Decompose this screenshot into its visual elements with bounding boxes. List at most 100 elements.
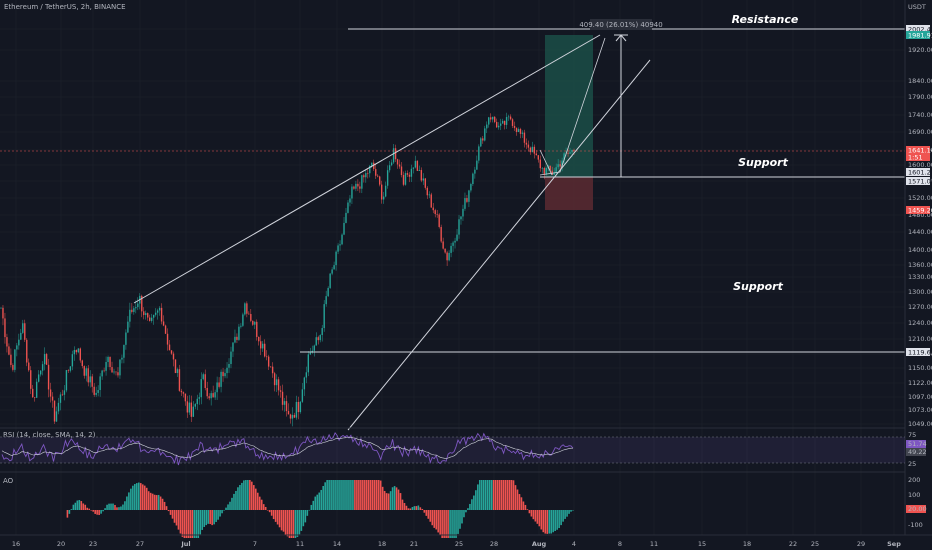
ao-bar xyxy=(179,510,182,534)
candle-body xyxy=(470,184,472,191)
support-label-upper: Support xyxy=(738,156,788,169)
candle-body xyxy=(131,309,133,312)
candle-body xyxy=(287,411,290,415)
candle-body xyxy=(339,244,341,246)
ao-bar xyxy=(526,509,529,510)
candle-body xyxy=(321,328,323,336)
candle-body xyxy=(89,376,91,383)
ao-bar xyxy=(286,510,289,537)
candle-body xyxy=(557,164,559,168)
candle-body xyxy=(501,120,504,124)
candle-body xyxy=(561,160,563,167)
ao-bar xyxy=(397,489,400,510)
candle-body xyxy=(373,162,375,170)
price-label: 1641.14 xyxy=(908,147,932,155)
ao-bar xyxy=(431,510,434,526)
candle-body xyxy=(377,175,379,177)
rsi-band xyxy=(0,437,905,463)
candle-body xyxy=(176,369,179,374)
candle-body xyxy=(497,125,500,128)
ao-bar xyxy=(203,510,206,527)
upper-trendline[interactable] xyxy=(133,34,601,304)
candle-body xyxy=(369,165,371,174)
measure-tool[interactable]: 409.40 (26.01%) 40940 xyxy=(579,19,663,178)
ao-bar xyxy=(451,510,453,538)
rsi-pane[interactable]: RSI (14, close, SMA, 14, 2) 75 25 51.74 … xyxy=(0,427,927,468)
rsi-title: RSI (14, close, SMA, 14, 2) xyxy=(3,431,96,439)
candle-body xyxy=(262,343,264,349)
ao-bar xyxy=(88,508,91,510)
price-tick: 1690.00 xyxy=(908,128,932,136)
ao-bar xyxy=(417,505,420,510)
candle-body xyxy=(210,393,212,399)
ao-bar xyxy=(475,490,477,510)
candle-body xyxy=(236,336,238,340)
ao-bar xyxy=(235,490,237,510)
candle-body xyxy=(264,343,266,357)
candle-body xyxy=(426,187,428,196)
candle-body xyxy=(476,160,478,170)
ao-bar xyxy=(183,510,186,538)
ao-bar xyxy=(175,510,178,526)
ao-bar xyxy=(241,482,243,510)
candle-body xyxy=(295,401,298,418)
ao-tick-200: 200 xyxy=(908,476,920,484)
ao-bar xyxy=(377,480,380,510)
ao-bar xyxy=(173,510,176,523)
price-label: 1459.20 xyxy=(908,207,932,215)
ao-bar xyxy=(106,504,108,510)
ao-bar xyxy=(209,510,211,525)
ao-bar xyxy=(278,510,281,528)
ao-bar xyxy=(199,510,202,535)
ao-bar xyxy=(362,480,364,510)
candle-body xyxy=(208,396,210,399)
candle-body xyxy=(226,367,228,374)
candle-body xyxy=(392,148,395,163)
ao-bar xyxy=(141,484,144,510)
candle-body xyxy=(432,207,434,211)
ao-bar xyxy=(155,495,158,510)
price-scale[interactable]: USDT 1049.00 1073.00 1097.00 1122.00 1150.00… xyxy=(904,0,932,535)
candle-body xyxy=(468,190,470,202)
rsi-value-bg xyxy=(906,440,926,448)
ao-bar xyxy=(312,500,315,510)
ao-bar xyxy=(342,480,344,510)
ao-bar xyxy=(399,493,402,510)
candle-body xyxy=(30,370,32,389)
time-tick: 4 xyxy=(572,540,576,548)
projection-path[interactable] xyxy=(539,37,606,176)
time-tick: 20 xyxy=(57,540,65,548)
ao-bar xyxy=(530,510,533,517)
price-tick: 1600.00 xyxy=(908,161,932,169)
candle-body xyxy=(101,370,103,377)
candle-body xyxy=(234,336,236,343)
ao-bar xyxy=(479,480,481,510)
ao-bar xyxy=(272,510,275,520)
ao-bar xyxy=(169,510,172,515)
candle-body xyxy=(258,336,260,342)
candle-body xyxy=(454,240,456,243)
candle-body xyxy=(240,325,242,327)
candle-body xyxy=(379,176,381,185)
price-tick: 1210.00 xyxy=(908,335,932,343)
ao-bar xyxy=(217,510,219,520)
candle-body xyxy=(0,307,2,309)
candle-body xyxy=(434,210,436,215)
candle-body xyxy=(91,376,93,387)
price-label: 1601.21 xyxy=(908,169,932,177)
candle-body xyxy=(541,168,543,169)
ao-bar xyxy=(473,495,475,510)
ao-bar xyxy=(76,500,79,510)
measure-arrow-icon xyxy=(615,34,627,42)
ao-value: 20.00 xyxy=(908,505,927,513)
ao-pane[interactable]: AO 200 100 -100 20.00 xyxy=(0,471,927,538)
lower-trendline[interactable] xyxy=(347,59,651,431)
ao-bar xyxy=(128,492,130,510)
long-position-tool[interactable] xyxy=(545,35,593,210)
time-axis[interactable]: 16 20 23 27 Jul 7 11 14 18 21 25 28 Aug 4 8 11 15 18 22 25 2… xyxy=(0,534,932,548)
ao-bar xyxy=(237,487,239,510)
candle-body xyxy=(446,252,448,261)
price-label: 1571.06 xyxy=(908,178,932,186)
candle-body xyxy=(180,390,183,393)
